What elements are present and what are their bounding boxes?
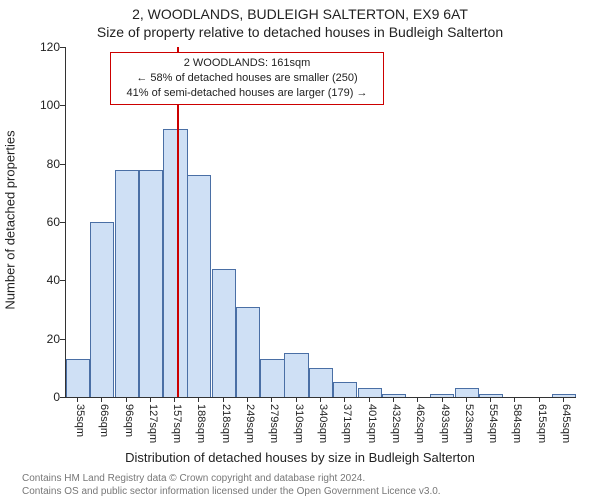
- histogram-bar: [333, 382, 357, 397]
- x-tick-label: 462sqm: [414, 404, 426, 443]
- y-tick-mark: [60, 280, 65, 281]
- y-tick-label: 60: [30, 215, 60, 229]
- x-tick-mark: [490, 397, 491, 402]
- annot-line3: 41% of semi-detached houses are larger (…: [117, 86, 377, 101]
- x-tick-mark: [417, 397, 418, 402]
- x-tick-label: 310sqm: [293, 404, 305, 443]
- x-tick-mark: [77, 397, 78, 402]
- y-tick-mark: [60, 47, 65, 48]
- x-tick-label: 523sqm: [463, 404, 475, 443]
- histogram-bar: [115, 170, 139, 398]
- histogram-bar: [236, 307, 260, 397]
- histogram-bar: [139, 170, 163, 398]
- x-tick-label: 66sqm: [98, 404, 110, 437]
- histogram-bar: [260, 359, 284, 397]
- y-tick-label: 0: [30, 390, 60, 404]
- x-tick-mark: [174, 397, 175, 402]
- page-title-line2: Size of property relative to detached ho…: [0, 24, 600, 40]
- y-tick-mark: [60, 339, 65, 340]
- histogram-bar: [66, 359, 90, 397]
- y-tick-label: 100: [30, 98, 60, 112]
- histogram-bar: [309, 368, 333, 397]
- x-tick-label: 249sqm: [244, 404, 256, 443]
- x-tick-mark: [296, 397, 297, 402]
- x-tick-label: 96sqm: [123, 404, 135, 437]
- x-tick-label: 584sqm: [511, 404, 523, 443]
- x-tick-label: 615sqm: [536, 404, 548, 443]
- x-tick-mark: [369, 397, 370, 402]
- y-tick-mark: [60, 105, 65, 106]
- x-tick-mark: [101, 397, 102, 402]
- histogram-bar: [212, 269, 236, 397]
- x-tick-label: 157sqm: [171, 404, 183, 443]
- x-tick-label: 35sqm: [74, 404, 86, 437]
- x-tick-mark: [247, 397, 248, 402]
- x-tick-mark: [563, 397, 564, 402]
- y-tick-label: 80: [30, 157, 60, 171]
- x-tick-label: 645sqm: [560, 404, 572, 443]
- x-tick-label: 493sqm: [439, 404, 451, 443]
- x-tick-label: 127sqm: [147, 404, 159, 443]
- y-tick-label: 20: [30, 332, 60, 346]
- histogram-plot: 2 WOODLANDS: 161sqm← 58% of detached hou…: [65, 47, 576, 398]
- x-tick-mark: [320, 397, 321, 402]
- footer-line2: Contains OS and public sector informatio…: [22, 486, 441, 499]
- x-tick-mark: [393, 397, 394, 402]
- annot-line1: 2 WOODLANDS: 161sqm: [117, 56, 377, 71]
- x-tick-label: 432sqm: [390, 404, 402, 443]
- y-tick-label: 40: [30, 273, 60, 287]
- annotation-box: 2 WOODLANDS: 161sqm← 58% of detached hou…: [110, 52, 384, 105]
- footer-attribution: Contains HM Land Registry data © Crown c…: [22, 473, 441, 498]
- x-tick-label: 218sqm: [220, 404, 232, 443]
- y-tick-mark: [60, 397, 65, 398]
- x-tick-mark: [126, 397, 127, 402]
- x-tick-mark: [514, 397, 515, 402]
- x-tick-label: 554sqm: [487, 404, 499, 443]
- histogram-bar: [90, 222, 114, 397]
- histogram-bar: [358, 388, 382, 397]
- page-title-line1: 2, WOODLANDS, BUDLEIGH SALTERTON, EX9 6A…: [0, 6, 600, 22]
- x-tick-mark: [223, 397, 224, 402]
- y-tick-mark: [60, 222, 65, 223]
- histogram-bar: [455, 388, 479, 397]
- x-tick-label: 279sqm: [268, 404, 280, 443]
- x-tick-mark: [442, 397, 443, 402]
- x-tick-mark: [466, 397, 467, 402]
- x-tick-mark: [539, 397, 540, 402]
- x-tick-mark: [271, 397, 272, 402]
- histogram-bar: [284, 353, 308, 397]
- y-tick-label: 120: [30, 40, 60, 54]
- annot-line2: ← 58% of detached houses are smaller (25…: [117, 71, 377, 86]
- x-tick-mark: [344, 397, 345, 402]
- y-axis-label: Number of detached properties: [3, 130, 18, 309]
- y-tick-mark: [60, 164, 65, 165]
- x-tick-label: 188sqm: [195, 404, 207, 443]
- histogram-bar: [552, 394, 576, 397]
- x-axis-label: Distribution of detached houses by size …: [0, 450, 600, 465]
- histogram-bar: [163, 129, 187, 397]
- x-tick-mark: [150, 397, 151, 402]
- x-tick-label: 340sqm: [317, 404, 329, 443]
- x-tick-mark: [198, 397, 199, 402]
- footer-line1: Contains HM Land Registry data © Crown c…: [22, 473, 441, 486]
- x-tick-label: 371sqm: [341, 404, 353, 443]
- x-tick-label: 401sqm: [366, 404, 378, 443]
- histogram-bar: [187, 175, 211, 397]
